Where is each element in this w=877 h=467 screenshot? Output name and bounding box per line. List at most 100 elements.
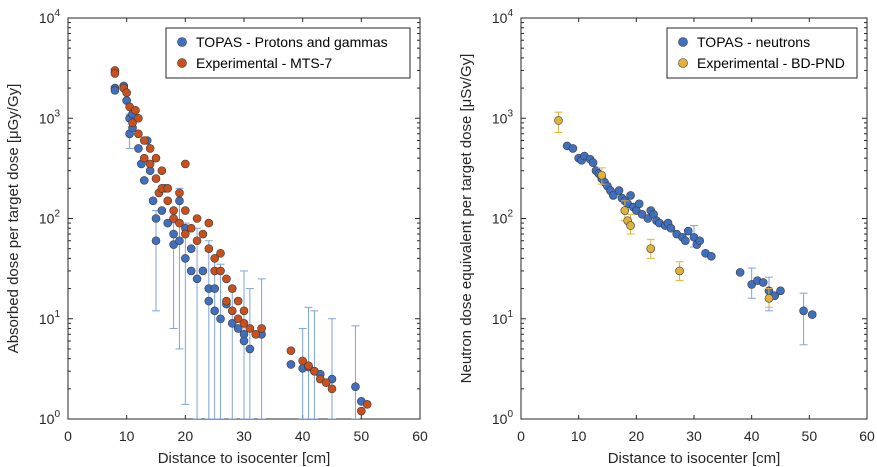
data-point [169,229,178,239]
data-point [643,214,653,223]
x-tick-label: 0 [64,428,72,444]
x-tick-label: 50 [354,428,370,444]
data-point [222,296,231,306]
data-point [186,223,196,233]
data-point [764,293,774,303]
chart-panel-1: 0 10 20 30 40 50 60 100 101 102 103 104 Distance to … [5,8,428,467]
data-point [175,236,184,246]
data-point [163,184,173,193]
x-tick-label: 0 [517,428,525,444]
data-point [181,159,190,169]
data-point [204,218,214,228]
data-point [175,218,184,228]
data-point [637,210,647,219]
x-tick-label: 10 [571,428,587,444]
data-layer [554,111,817,346]
data-point [222,274,231,284]
data-point [139,153,149,163]
data-point [122,88,131,97]
data-point [131,106,140,115]
data-point [163,196,173,206]
data-point [362,400,372,409]
data-point [233,314,243,324]
data-point [163,218,173,228]
data-point [776,286,785,296]
data-point [597,170,607,180]
y-tick-label: 101 [492,309,514,327]
data-point [134,129,143,139]
data-point [192,236,202,246]
legend-marker [177,37,187,47]
data-point [807,310,817,319]
x-tick-label: 40 [295,428,311,444]
data-point [110,86,120,95]
series-1 [110,81,366,419]
data-point [139,176,149,185]
x-tick-label: 60 [859,428,875,444]
data-point [128,118,137,128]
data-point [304,361,313,371]
data-point [151,214,161,223]
data-point [134,113,143,123]
x-axis-label: Distance to isocenter [cm] [158,450,331,467]
data-point [588,158,598,168]
legend-entry: Experimental - BD-PND [697,55,845,71]
data-point [554,116,563,125]
data-point [310,366,319,376]
data-point [157,206,167,215]
data-point [181,254,190,263]
data-point [245,324,255,333]
x-tick-label: 20 [629,428,645,444]
data-layer [110,66,372,419]
data-point [568,144,578,153]
data-point [327,384,337,394]
data-point [198,266,208,276]
legend-marker [678,37,688,47]
data-point [151,153,161,163]
data-point [799,306,808,316]
x-axis-label: Distance to isocenter [cm] [608,450,781,467]
data-point [169,214,178,223]
x-tick-label: 30 [686,428,702,444]
data-point [227,306,237,316]
data-point [706,251,716,261]
legend-marker [678,58,688,68]
data-point [286,346,296,356]
y-tick-label: 100 [492,409,514,427]
data-point [145,144,155,153]
data-point [233,296,243,306]
x-tick-label: 60 [412,428,428,444]
data-point [239,336,249,346]
legend-entry: TOPAS - neutrons [697,34,810,50]
data-point [145,159,155,169]
data-point [626,191,635,200]
data-point [134,144,143,153]
chart-panel-2: 0 10 20 30 40 50 60 100 101 102 103 104 Distance to … [458,8,875,467]
data-point [614,186,624,195]
y-tick-label: 104 [492,8,514,26]
data-point [608,191,618,200]
data-point [169,206,178,215]
data-point [216,248,225,258]
data-point [181,206,190,215]
data-point [257,324,266,333]
y-tick-label: 102 [39,209,61,227]
data-point [181,229,190,239]
data-point [186,244,196,253]
data-point [227,284,237,293]
legend-entry: TOPAS - Protons and gammas [196,34,388,50]
legend: TOPAS - Protons and gammas Experimental -… [165,27,411,79]
data-point [151,236,161,246]
data-point [198,229,208,239]
data-point [695,236,705,246]
legend: TOPAS - neutrons Experimental - BD-PND [666,27,858,79]
data-point [646,244,656,253]
x-tick-label: 20 [178,428,194,444]
data-point [251,329,261,339]
data-point [286,360,296,369]
y-tick-label: 101 [39,309,61,327]
data-point [186,266,196,276]
data-point [204,244,214,253]
data-point [298,356,307,366]
